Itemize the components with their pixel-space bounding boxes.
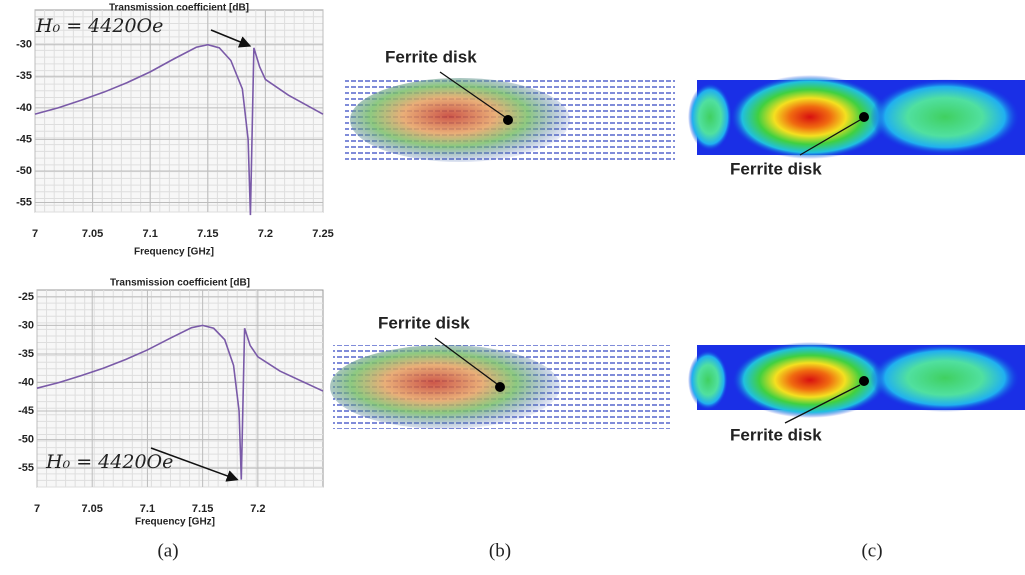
y-tick-label: -55 xyxy=(18,462,34,474)
y-tick-label: -50 xyxy=(18,434,34,446)
x-axis-label: Frequency [GHz] xyxy=(134,247,214,258)
field-map-label: Ferrite disk xyxy=(385,47,477,66)
chart-title: Transmission coefficient [dB] xyxy=(109,3,249,14)
y-tick-label: -50 xyxy=(16,165,32,177)
x-tick-label: 7.05 xyxy=(82,503,103,515)
y-tick-label: -55 xyxy=(16,196,32,208)
x-tick-label: 7.1 xyxy=(140,503,155,515)
field-map: Ferrite disk xyxy=(688,342,1025,444)
x-tick-label: 7 xyxy=(34,503,40,515)
x-tick-label: 7.1 xyxy=(143,228,158,240)
x-tick-label: 7.2 xyxy=(258,228,273,240)
y-tick-label: -45 xyxy=(16,133,32,145)
y-tick-label: -30 xyxy=(16,39,32,51)
y-tick-label: -45 xyxy=(18,405,34,417)
x-tick-label: 7 xyxy=(32,228,38,240)
field-map-label: Ferrite disk xyxy=(730,425,822,444)
annotation: H₀ = 4420Oe xyxy=(35,15,163,37)
field-map-label: Ferrite disk xyxy=(730,159,822,178)
y-tick-label: -35 xyxy=(16,70,32,82)
x-tick-label: 7.2 xyxy=(250,503,265,515)
y-tick-label: -40 xyxy=(18,376,34,388)
figure: Ferrite disk Ferrite disk Ferrite disk F… xyxy=(0,0,1025,575)
y-tick-label: -30 xyxy=(18,319,34,331)
panel-label: (c) xyxy=(861,540,882,561)
x-tick-label: 7.15 xyxy=(197,228,218,240)
annotation: H₀ = 4420Oe xyxy=(45,451,173,473)
x-tick-label: 7.25 xyxy=(312,228,333,240)
x-axis-label: Frequency [GHz] xyxy=(135,517,215,528)
chart-title: Transmission coefficient [dB] xyxy=(110,278,250,289)
panel-label: (a) xyxy=(157,540,178,561)
field-map: Ferrite disk xyxy=(345,47,675,162)
x-tick-label: 7.05 xyxy=(82,228,103,240)
x-tick-label: 7.15 xyxy=(192,503,213,515)
y-tick-label: -25 xyxy=(18,291,34,303)
field-map: Ferrite disk xyxy=(688,75,1025,178)
field-map: Ferrite disk xyxy=(330,313,670,429)
y-tick-label: -35 xyxy=(18,348,34,360)
y-tick-label: -40 xyxy=(16,102,32,114)
field-map-label: Ferrite disk xyxy=(378,313,470,332)
panel-label: (b) xyxy=(489,540,511,561)
